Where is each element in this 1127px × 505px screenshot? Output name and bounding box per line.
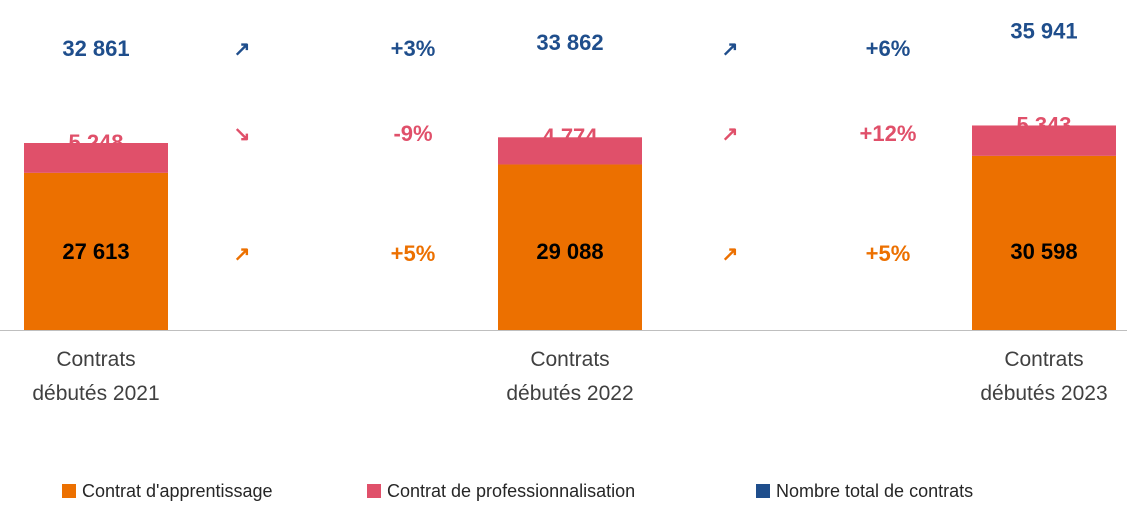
bar-segment (24, 143, 168, 173)
change-arrow: ↗ (234, 38, 251, 60)
change-arrow: ↗ (234, 243, 251, 265)
x-tick-label: Contrats débutés 2023 (980, 348, 1108, 405)
change-arrow: ↘ (234, 123, 251, 145)
change-label: -9% (393, 121, 432, 146)
change-label: +3% (391, 36, 436, 61)
total-label: 32 861 (62, 36, 129, 61)
bar-segment (972, 125, 1116, 156)
total-label: 33 862 (536, 30, 603, 55)
legend-label: Contrat d'apprentissage (82, 481, 273, 501)
value-label: 5 343 (1016, 112, 1071, 137)
legend-swatch (62, 484, 76, 498)
value-label: 30 598 (1010, 239, 1077, 264)
bar-segment (24, 172, 168, 330)
change-label: +5% (866, 241, 911, 266)
x-tick-label: Contrats débutés 2021 (32, 348, 160, 405)
change-label: +12% (860, 121, 917, 146)
total-label: 35 941 (1010, 18, 1077, 43)
change-arrow: ↗ (722, 38, 739, 60)
change-arrow: ↗ (722, 243, 739, 265)
bar-segment (498, 137, 642, 165)
value-label: 5 248 (68, 130, 123, 155)
change-label: +5% (391, 241, 436, 266)
legend-label: Contrat de professionnalisation (387, 481, 635, 501)
change-arrow: ↗ (722, 123, 739, 145)
legend-swatch (756, 484, 770, 498)
bar-segment (972, 155, 1116, 330)
x-tick-label: Contrats débutés 2022 (506, 348, 634, 405)
legend-swatch (367, 484, 381, 498)
change-label: +6% (866, 36, 911, 61)
bar-segment (498, 164, 642, 330)
legend-label: Nombre total de contrats (776, 481, 973, 501)
value-label: 4 774 (542, 124, 598, 149)
value-label: 29 088 (536, 239, 603, 264)
value-label: 27 613 (62, 239, 129, 264)
